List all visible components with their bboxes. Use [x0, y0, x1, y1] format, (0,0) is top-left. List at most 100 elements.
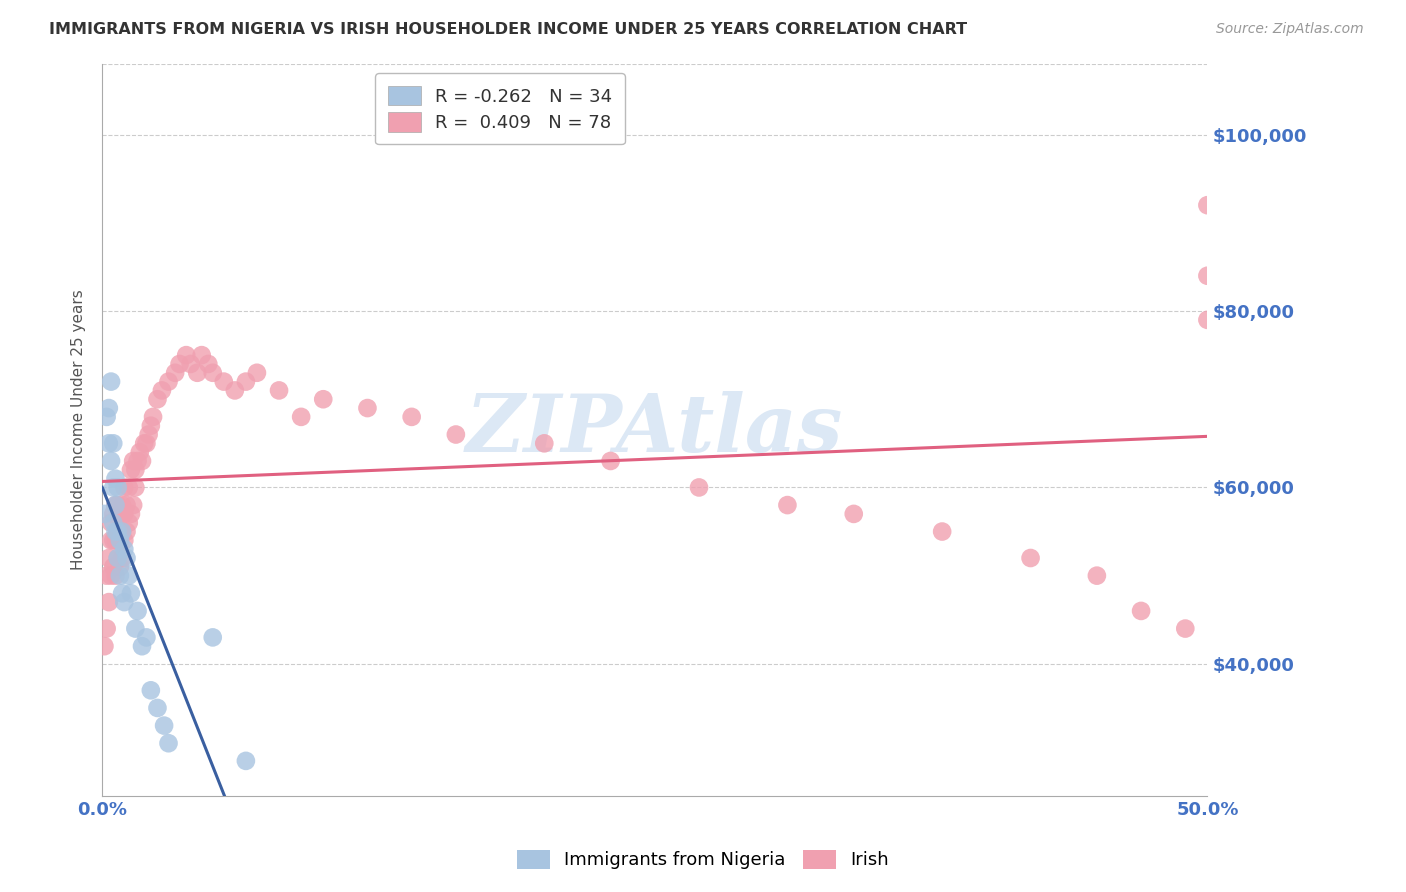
Point: [103, 533, 125, 548]
Point: [97, 551, 120, 566]
Point: [444, 427, 467, 442]
Point: [115, 551, 138, 566]
Point: [112, 533, 135, 548]
Point: [107, 524, 129, 539]
Point: [931, 524, 953, 539]
Y-axis label: Householder Income Under 25 years: Householder Income Under 25 years: [72, 290, 86, 571]
Point: [96, 409, 118, 424]
Point: [131, 454, 153, 468]
Point: [108, 533, 131, 548]
Point: [103, 507, 125, 521]
Point: [290, 409, 312, 424]
Point: [135, 631, 157, 645]
Point: [1197, 313, 1219, 327]
Point: [135, 436, 157, 450]
Point: [111, 551, 134, 566]
Point: [180, 357, 202, 371]
Point: [146, 392, 169, 407]
Point: [97, 401, 120, 415]
Point: [197, 357, 219, 371]
Point: [100, 568, 122, 582]
Point: [401, 409, 423, 424]
Point: [134, 436, 156, 450]
Point: [118, 516, 141, 530]
Point: [138, 427, 160, 442]
Point: [100, 375, 122, 389]
Point: [124, 622, 146, 636]
Point: [1197, 268, 1219, 283]
Point: [174, 348, 197, 362]
Point: [104, 524, 127, 539]
Point: [104, 533, 127, 548]
Point: [127, 454, 149, 468]
Point: [267, 384, 290, 398]
Point: [93, 507, 115, 521]
Point: [107, 498, 129, 512]
Point: [139, 418, 162, 433]
Point: [127, 604, 149, 618]
Point: [153, 718, 176, 732]
Point: [118, 568, 141, 582]
Point: [128, 445, 150, 459]
Point: [115, 498, 138, 512]
Point: [112, 480, 135, 494]
Point: [139, 683, 162, 698]
Point: [201, 366, 224, 380]
Point: [122, 498, 145, 512]
Point: [150, 384, 173, 398]
Point: [190, 348, 212, 362]
Point: [131, 639, 153, 653]
Point: [157, 375, 180, 389]
Point: [235, 375, 257, 389]
Point: [212, 375, 235, 389]
Point: [111, 524, 134, 539]
Point: [107, 551, 129, 566]
Text: ZIPAtlas: ZIPAtlas: [467, 392, 844, 469]
Point: [104, 472, 127, 486]
Point: [107, 524, 129, 539]
Text: IMMIGRANTS FROM NIGERIA VS IRISH HOUSEHOLDER INCOME UNDER 25 YEARS CORRELATION C: IMMIGRANTS FROM NIGERIA VS IRISH HOUSEHO…: [49, 22, 967, 37]
Point: [356, 401, 378, 415]
Point: [533, 436, 555, 450]
Point: [124, 463, 146, 477]
Point: [842, 507, 865, 521]
Point: [169, 357, 191, 371]
Point: [1019, 551, 1042, 566]
Point: [107, 551, 129, 566]
Point: [246, 366, 269, 380]
Point: [120, 463, 142, 477]
Point: [103, 480, 125, 494]
Point: [96, 622, 118, 636]
Point: [108, 568, 131, 582]
Point: [118, 480, 141, 494]
Point: [165, 366, 187, 380]
Point: [312, 392, 335, 407]
Point: [111, 524, 134, 539]
Point: [100, 533, 122, 548]
Point: [186, 366, 208, 380]
Point: [108, 559, 131, 574]
Point: [104, 498, 127, 512]
Point: [100, 454, 122, 468]
Point: [235, 754, 257, 768]
Point: [111, 498, 134, 512]
Point: [157, 736, 180, 750]
Point: [1085, 568, 1108, 582]
Point: [103, 559, 125, 574]
Point: [108, 507, 131, 521]
Point: [96, 568, 118, 582]
Point: [201, 631, 224, 645]
Text: Source: ZipAtlas.com: Source: ZipAtlas.com: [1216, 22, 1364, 37]
Point: [1197, 198, 1219, 212]
Point: [97, 436, 120, 450]
Point: [776, 498, 799, 512]
Point: [1130, 604, 1153, 618]
Point: [103, 516, 125, 530]
Point: [146, 701, 169, 715]
Point: [93, 639, 115, 653]
Point: [100, 516, 122, 530]
Point: [107, 480, 129, 494]
Point: [1174, 622, 1197, 636]
Point: [120, 507, 142, 521]
Point: [599, 454, 621, 468]
